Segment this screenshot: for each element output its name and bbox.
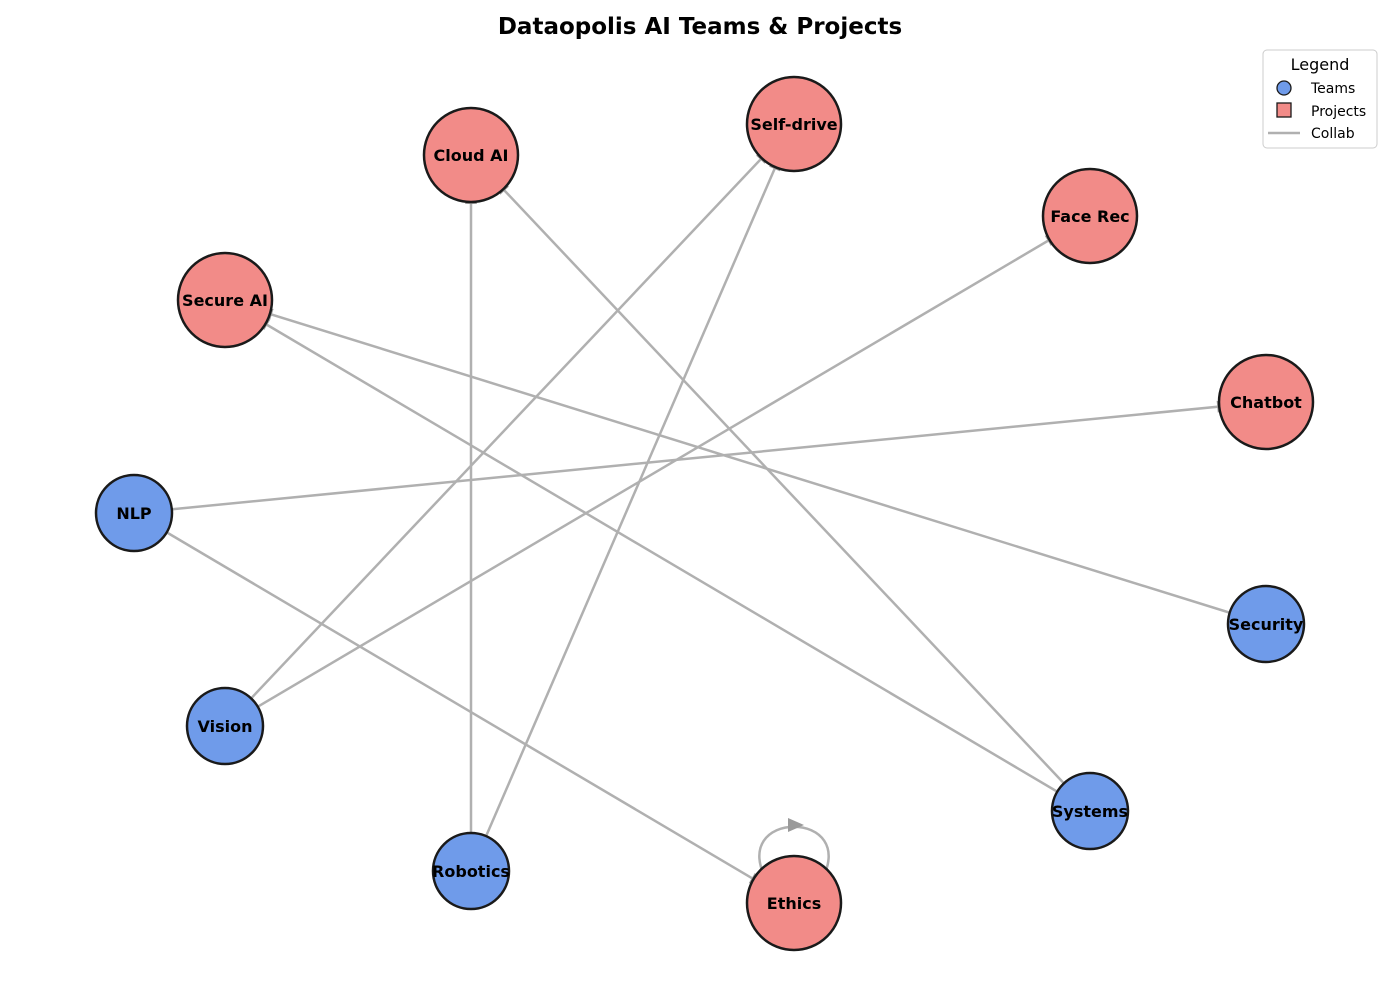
- edge-systems-cloudai: [470, 154, 1091, 812]
- edge-robotics-selfdrive: [469, 123, 796, 872]
- edge-line: [133, 400, 1267, 515]
- team-node-circle: [185, 686, 265, 766]
- node-label: Self-drive: [750, 115, 837, 134]
- legend-collab-label: Collab: [1311, 126, 1355, 142]
- legend-box: [1262, 49, 1378, 149]
- legend-projects-label: Projects: [1311, 104, 1366, 120]
- edge-ethics-ethics: [758, 818, 830, 884]
- edge-systems-secureai: [224, 298, 1091, 813]
- node-cloudai: Cloud AI: [422, 106, 520, 204]
- edge-line: [224, 123, 795, 727]
- edge-line: [133, 511, 795, 905]
- node-label: NLP: [116, 504, 152, 523]
- legend: Legend Teams Projects Collab: [1262, 49, 1378, 149]
- edge-nlp-chatbot: [133, 400, 1267, 515]
- edge-line: [224, 298, 1091, 813]
- team-node-circle: [94, 473, 174, 553]
- edge-vision-facerec: [224, 214, 1091, 728]
- project-node-circle: [176, 251, 274, 349]
- node-vision: Vision: [185, 686, 265, 766]
- node-label: Security: [1229, 615, 1304, 634]
- node-label: Vision: [198, 717, 253, 736]
- node-label: Secure AI: [182, 291, 268, 310]
- node-robotics: Robotics: [431, 831, 511, 911]
- self-loop-arrowhead: [788, 818, 804, 832]
- node-label: Chatbot: [1230, 393, 1302, 412]
- node-systems: Systems: [1050, 771, 1130, 851]
- node-selfdrive: Self-drive: [745, 75, 843, 173]
- node-secureai: Secure AI: [176, 251, 274, 349]
- edge-vision-selfdrive: [224, 123, 795, 727]
- edge-robotics-cloudai: [465, 155, 477, 871]
- legend-project-marker: [1276, 102, 1292, 118]
- node-nlp: NLP: [94, 473, 174, 553]
- node-layer: NLP Vision Robotics Systems Security Chatbot F…: [94, 75, 1315, 952]
- project-node-circle: [422, 106, 520, 204]
- node-label: Cloud AI: [434, 146, 509, 165]
- legend-title: Legend: [1291, 55, 1350, 74]
- node-label: Face Rec: [1050, 207, 1129, 226]
- team-node-circle: [1226, 584, 1306, 664]
- edge-line: [224, 298, 1267, 626]
- node-security: Security: [1226, 584, 1306, 664]
- diagram-title: Dataopolis AI Teams & Projects: [498, 14, 902, 40]
- edge-line: [469, 123, 796, 872]
- node-label: Ethics: [767, 894, 821, 913]
- node-chatbot: Chatbot: [1217, 353, 1315, 451]
- node-facerec: Face Rec: [1041, 167, 1139, 265]
- edge-security-secureai: [224, 298, 1267, 626]
- project-node-circle: [745, 75, 843, 173]
- edge-layer: [133, 123, 1267, 905]
- team-node-circle: [431, 831, 511, 911]
- project-node-circle: [1041, 167, 1139, 265]
- legend-team-marker: [1276, 80, 1292, 96]
- project-node-circle: [1217, 353, 1315, 451]
- team-node-circle: [1050, 771, 1130, 851]
- edge-line: [470, 154, 1091, 812]
- edge-line: [224, 214, 1091, 728]
- legend-teams-label: Teams: [1310, 81, 1355, 97]
- node-ethics: Ethics: [745, 854, 843, 952]
- node-label: Robotics: [432, 862, 510, 881]
- node-label: Systems: [1052, 802, 1128, 821]
- project-node-circle: [745, 854, 843, 952]
